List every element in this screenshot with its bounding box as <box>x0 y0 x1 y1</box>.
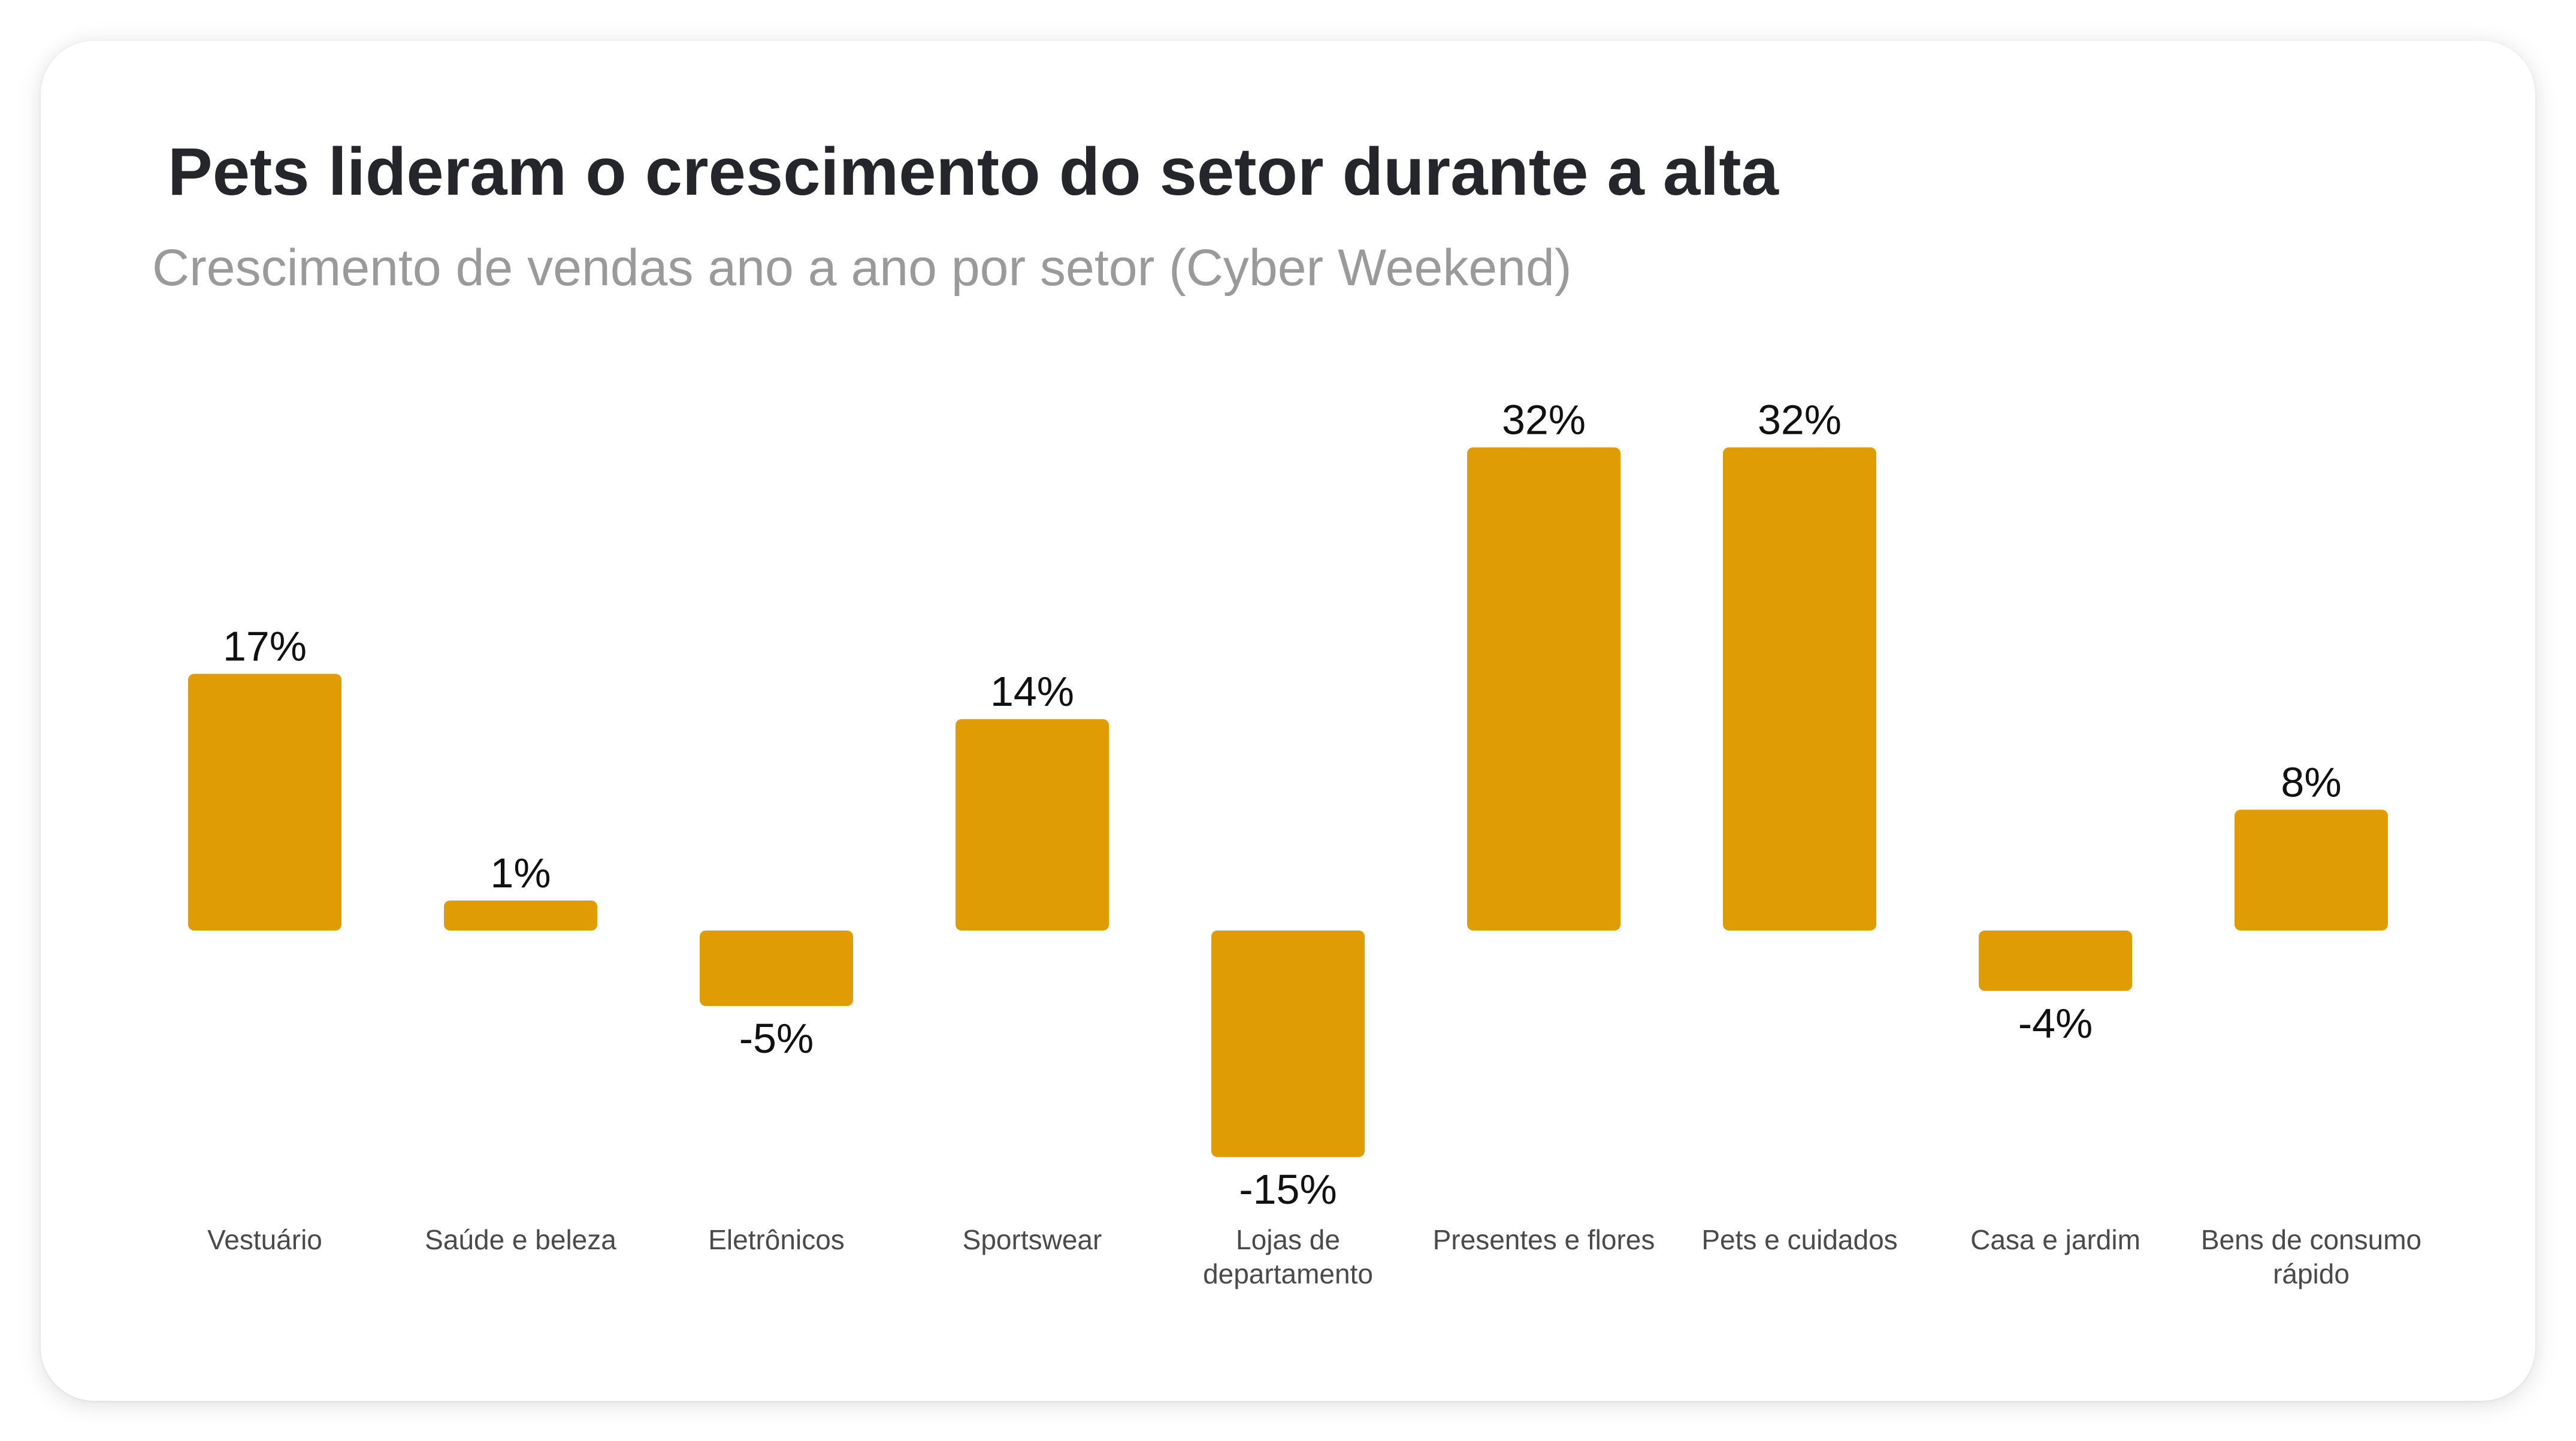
bar-7 <box>1979 931 2132 991</box>
bar-4 <box>1211 931 1365 1157</box>
chart-title: Pets lideram o crescimento do setor dura… <box>168 134 1779 209</box>
category-label-1: Saúde e beleza <box>425 1224 616 1255</box>
category-label-5: Presentes e flores <box>1433 1224 1655 1255</box>
bar-5 <box>1467 447 1620 931</box>
bar-2 <box>700 931 853 1006</box>
category-label-0: Vestuário <box>207 1224 322 1255</box>
chart-card <box>41 41 2535 1401</box>
value-label-2: -5% <box>739 1015 814 1062</box>
value-label-4: -15% <box>1239 1166 1337 1213</box>
category-label-4: Lojas de departamento <box>1203 1224 1373 1289</box>
bar-1 <box>444 901 597 931</box>
value-label-3: 14% <box>990 668 1074 715</box>
chart-subtitle: Crescimento de vendas ano a ano por seto… <box>152 239 1572 297</box>
value-label-6: 32% <box>1758 397 1842 443</box>
category-label-2: Eletrônicos <box>708 1224 845 1255</box>
category-label-7: Casa e jardim <box>1970 1224 2140 1255</box>
value-label-7: -4% <box>2018 1000 2093 1047</box>
value-label-0: 17% <box>223 623 307 670</box>
category-label-8: Bens de consumo rápido <box>2201 1224 2421 1289</box>
bar-0 <box>188 673 341 931</box>
value-label-1: 1% <box>490 850 551 896</box>
value-label-8: 8% <box>2281 759 2341 805</box>
bar-3 <box>956 719 1109 931</box>
category-label-6: Pets e cuidados <box>1701 1224 1897 1255</box>
category-label-3: Sportswear <box>963 1224 1102 1255</box>
bar-6 <box>1723 447 1876 931</box>
value-label-5: 32% <box>1502 397 1586 443</box>
bar-8 <box>2235 809 2388 931</box>
